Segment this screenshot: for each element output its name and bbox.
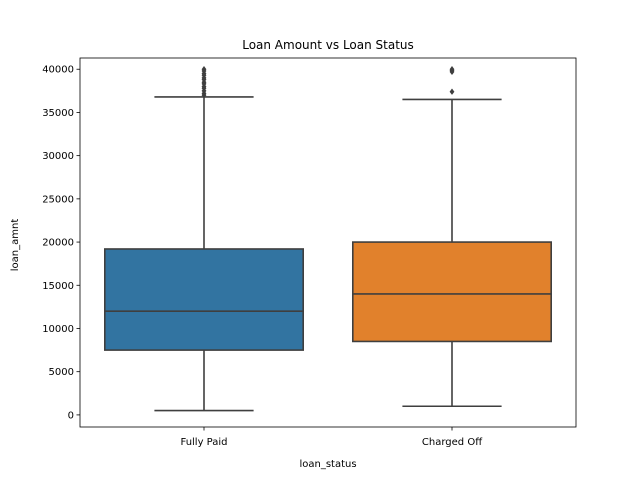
x-axis-label: loan_status bbox=[299, 459, 356, 470]
y-tick-label: 15000 bbox=[42, 281, 74, 292]
plot-area bbox=[104, 66, 552, 412]
iqr-box bbox=[351, 241, 552, 343]
y-tick-label: 25000 bbox=[42, 194, 74, 205]
y-tick-label: 0 bbox=[68, 410, 74, 421]
y-tick-label: 20000 bbox=[42, 238, 74, 249]
axes-frame bbox=[79, 57, 577, 428]
y-tick-label: 10000 bbox=[42, 324, 74, 335]
outlier-point bbox=[201, 66, 207, 73]
y-axis-label: loan_amnt bbox=[10, 219, 21, 272]
x-tick-label: Fully Paid bbox=[180, 437, 227, 448]
y-tick-label: 5000 bbox=[49, 367, 74, 378]
y-tick-label: 35000 bbox=[42, 108, 74, 119]
axes: 0 5000 10000 15000 20000 25000 30000 35000 40000… bbox=[42, 57, 577, 448]
outlier-point bbox=[449, 66, 455, 73]
outlier-point bbox=[449, 88, 455, 95]
box-2 bbox=[351, 66, 552, 408]
chart-title: Loan Amount vs Loan Status bbox=[242, 38, 414, 52]
iqr-box bbox=[104, 248, 304, 351]
y-tick-label: 40000 bbox=[42, 65, 74, 76]
y-tick-label: 30000 bbox=[42, 151, 74, 162]
x-tick-label: Charged Off bbox=[422, 437, 483, 448]
box-1 bbox=[104, 66, 304, 412]
